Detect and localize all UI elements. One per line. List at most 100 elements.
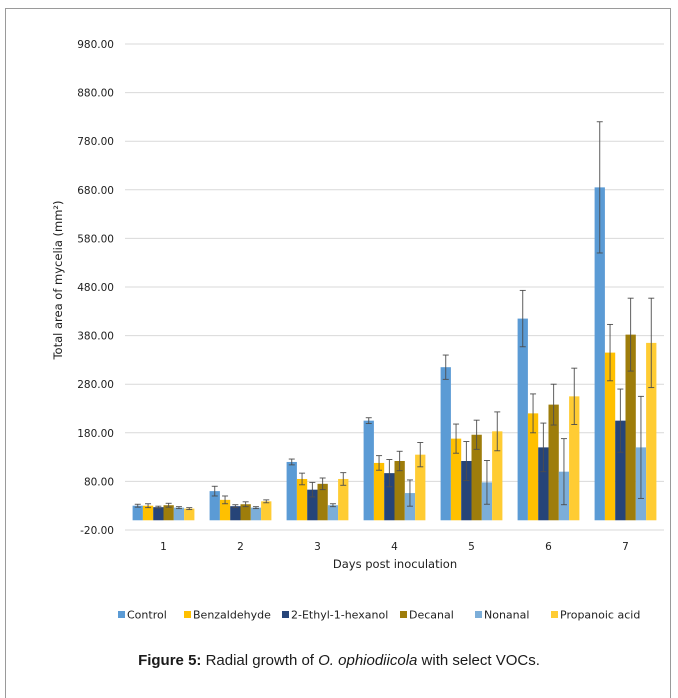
error-bar	[329, 503, 336, 508]
legend-swatch	[184, 611, 191, 618]
y-tick-label: 180.00	[77, 428, 114, 440]
bar	[173, 507, 185, 521]
bar	[384, 473, 395, 521]
bar	[527, 413, 539, 521]
error-bar	[365, 417, 372, 425]
legend-label: Propanoic acid	[560, 609, 640, 622]
y-tick-label: 780.00	[77, 136, 114, 148]
caption-text-after: with select VOCs.	[417, 652, 540, 669]
legend-label: Control	[127, 609, 167, 622]
bar	[548, 404, 559, 521]
error-bar	[596, 121, 603, 254]
legend-swatch	[551, 611, 558, 618]
caption-label: Figure 5:	[138, 652, 202, 669]
caption-text-before: Radial growth of	[201, 652, 319, 669]
bar	[230, 506, 241, 521]
legend-label: Benzaldehyde	[193, 609, 271, 622]
bar	[363, 420, 374, 521]
bar	[184, 508, 195, 521]
y-tick-label: 480.00	[77, 282, 114, 294]
error-bar	[211, 485, 218, 497]
bar	[440, 367, 451, 521]
legend-swatch	[400, 611, 407, 618]
bar	[625, 334, 636, 521]
legend-swatch	[282, 611, 289, 618]
error-bar	[222, 495, 229, 505]
y-tick-label: -20.00	[80, 525, 114, 537]
y-tick-label: 880.00	[77, 88, 114, 100]
error-bar	[648, 297, 655, 389]
error-bar	[376, 455, 383, 471]
error-bar	[442, 354, 449, 380]
error-bar	[145, 503, 152, 509]
legend-item: Benzaldehyde	[184, 609, 271, 622]
error-bar	[530, 393, 537, 434]
bar	[415, 454, 426, 521]
error-bar	[406, 479, 413, 507]
bar	[615, 420, 626, 521]
error-bar	[319, 477, 326, 491]
y-tick-label: 80.00	[84, 476, 114, 488]
error-bars	[134, 121, 655, 511]
error-bar	[617, 388, 624, 453]
bar	[153, 507, 164, 521]
bar	[240, 504, 251, 521]
error-bar	[242, 501, 249, 508]
x-tick-label: 7	[622, 541, 629, 553]
bars	[132, 187, 657, 521]
bar	[394, 460, 405, 521]
caption-species: O. ophiodiicola	[318, 652, 418, 669]
bar	[594, 187, 605, 521]
bar	[209, 491, 220, 521]
y-tick-label: 980.00	[77, 39, 114, 51]
error-bar	[571, 367, 578, 425]
error-bar	[417, 442, 424, 468]
bar	[538, 447, 549, 521]
error-bar	[494, 411, 501, 452]
error-bar	[155, 505, 162, 509]
legend-item: Decanal	[400, 609, 454, 622]
bar	[219, 499, 231, 521]
bar	[261, 501, 272, 521]
error-bar	[483, 460, 490, 505]
error-bar	[165, 502, 172, 508]
legend-item: Propanoic acid	[551, 609, 640, 622]
error-bar	[386, 459, 393, 488]
bar	[338, 478, 349, 521]
x-tick-label: 1	[160, 541, 167, 553]
legend-item: 2-Ethyl-1-hexanol	[282, 609, 388, 622]
y-tick-label: 380.00	[77, 331, 114, 343]
x-tick-label: 6	[545, 541, 552, 553]
error-bar	[560, 438, 567, 506]
legend-swatch	[118, 611, 125, 618]
bar	[604, 352, 616, 521]
x-tick-label: 3	[314, 541, 321, 553]
y-tick-label: 580.00	[77, 233, 114, 245]
error-bar	[309, 481, 316, 498]
legend-label: Decanal	[409, 609, 454, 622]
bar	[646, 342, 657, 521]
bar	[327, 505, 339, 521]
error-bar	[453, 423, 460, 454]
y-tick-label: 280.00	[77, 379, 114, 391]
bar	[163, 505, 174, 521]
figure-frame	[5, 8, 671, 698]
x-tick-label: 5	[468, 541, 475, 553]
error-bar	[186, 507, 193, 511]
bar	[250, 507, 262, 521]
bar	[450, 438, 462, 521]
error-bar	[299, 472, 306, 486]
bar	[317, 483, 328, 521]
bar	[471, 434, 482, 521]
y-axis-title: Total area of mycelia (mm²)	[51, 200, 65, 360]
error-bar	[540, 422, 547, 473]
gridlines	[125, 43, 664, 531]
legend-label: 2-Ethyl-1-hexanol	[291, 609, 388, 622]
x-axis-title: Days post inoculation	[333, 557, 457, 571]
y-tick-labels: -20.00 80.00 180.00 280.00 380.00 480.00 580.0…	[77, 39, 114, 537]
x-tick-label: 2	[237, 541, 244, 553]
figure-caption: Figure 5: Radial growth of O. ophiodiico…	[0, 652, 678, 669]
error-bar	[627, 297, 634, 372]
error-bar	[252, 506, 259, 510]
bar	[461, 460, 472, 521]
